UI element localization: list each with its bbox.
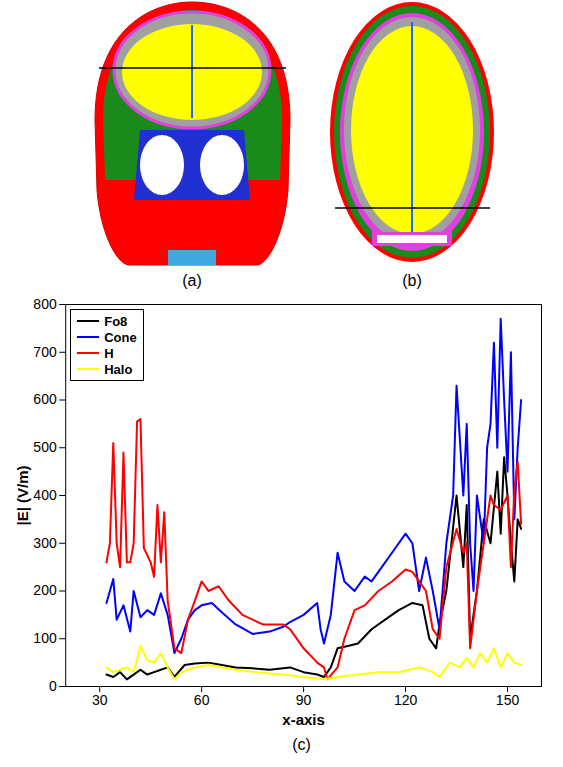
svg-text:500: 500 [33,439,57,455]
svg-text:90: 90 [296,692,312,708]
svg-text:300: 300 [33,535,57,551]
svg-text:60: 60 [194,692,210,708]
svg-text:600: 600 [33,391,57,407]
svg-text:400: 400 [33,487,57,503]
svg-text:100: 100 [33,630,57,646]
svg-text:120: 120 [394,692,418,708]
html-text:Cone: Cone [104,329,137,345]
html-text:(c): (c) [292,736,311,753]
svg-text:700: 700 [33,344,57,360]
svg-text:(a): (a) [182,272,202,289]
svg-text:800: 800 [33,296,57,312]
html-text:Fo8: Fo8 [104,313,128,329]
svg-text:0: 0 [49,678,57,694]
svg-text:x-axis: x-axis [282,711,325,728]
svg-text:150: 150 [496,692,520,708]
svg-text:200: 200 [33,582,57,598]
svg-text:(b): (b) [402,272,422,289]
svg-text:30: 30 [92,692,108,708]
svg-text:|E| (V/m): |E| (V/m) [14,465,31,525]
html-text:H: H [104,345,114,361]
html-text:Halo: Halo [104,361,133,377]
